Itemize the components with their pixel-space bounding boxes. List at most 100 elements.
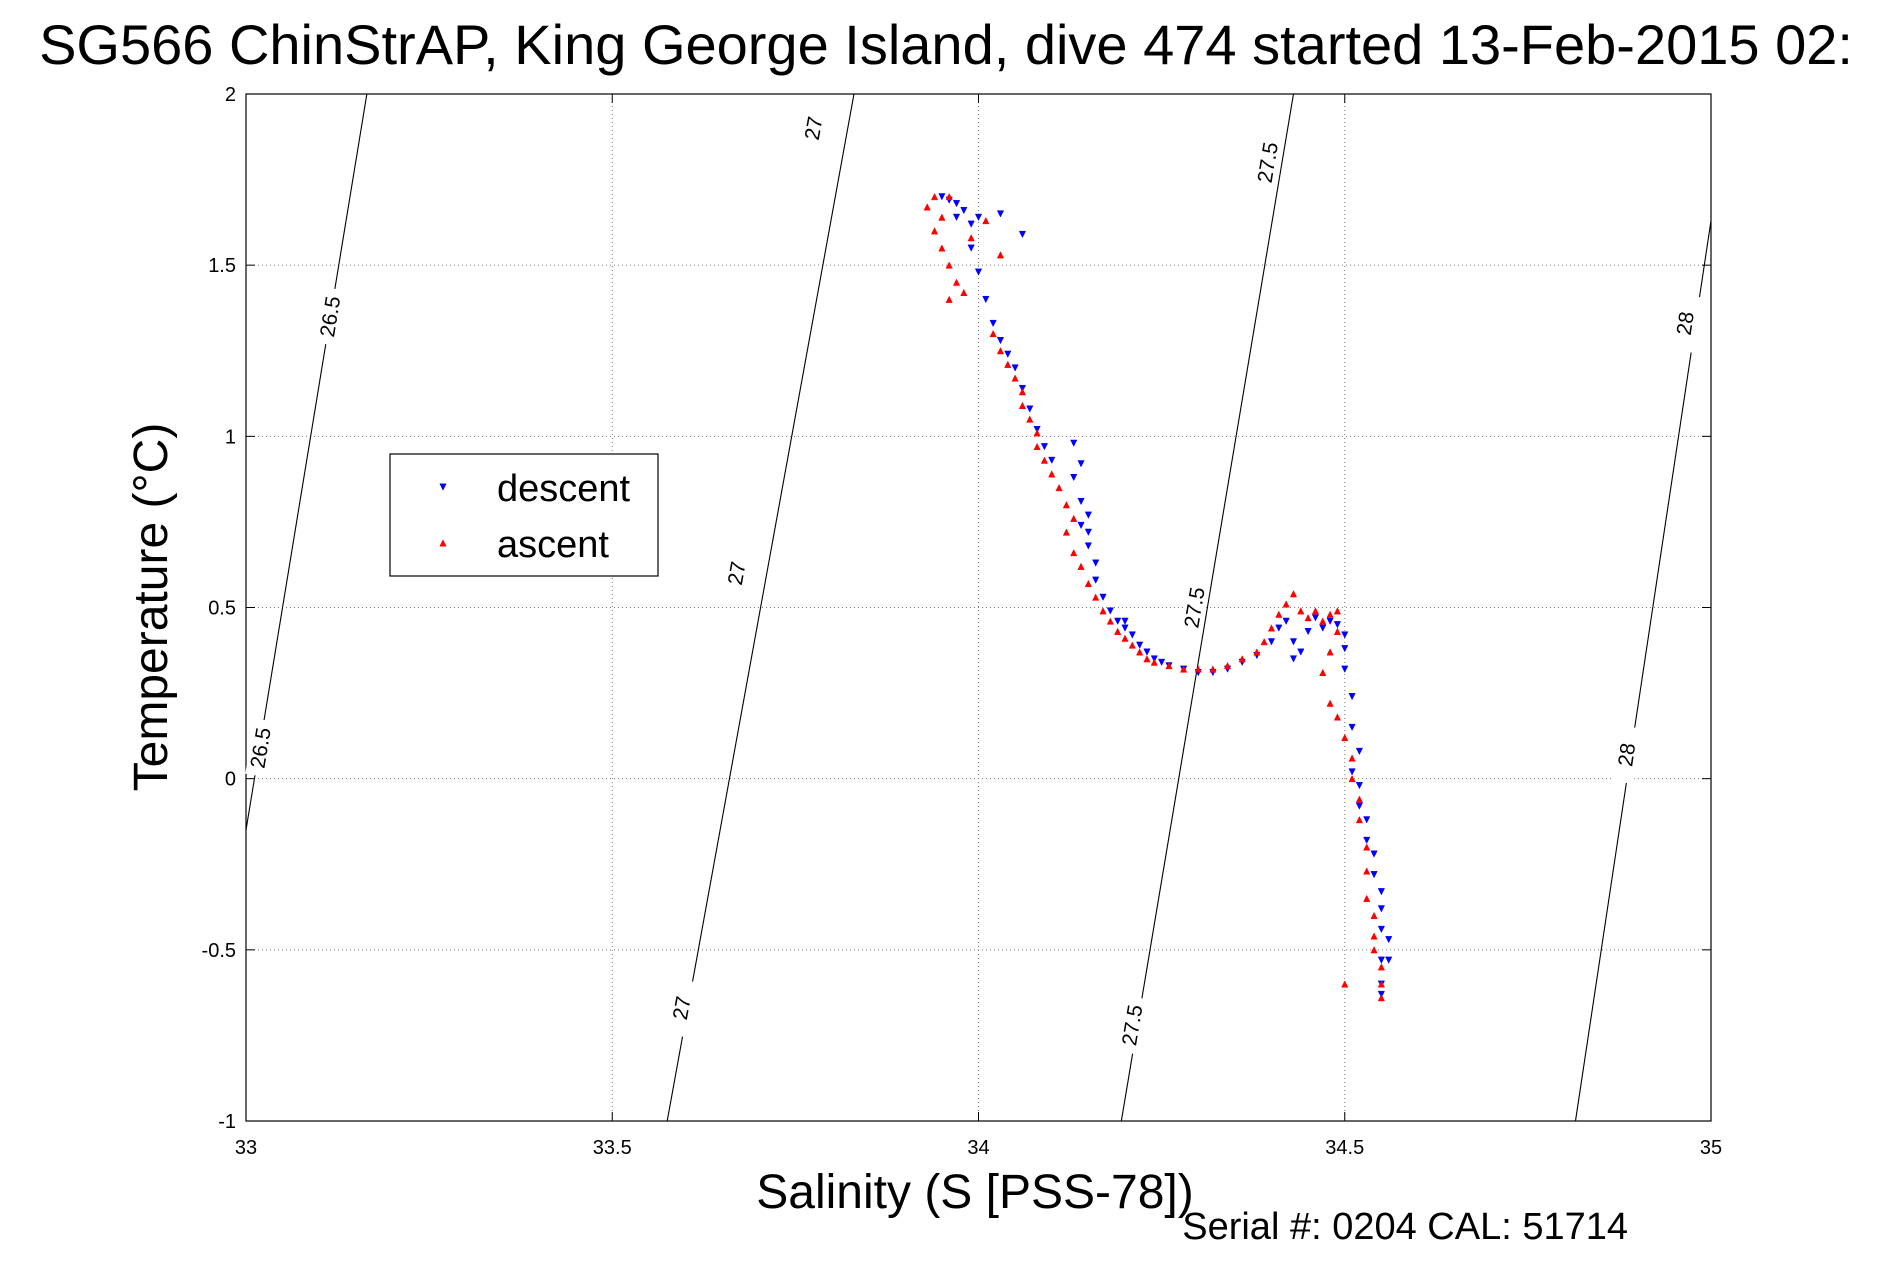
ascent-point [967, 234, 975, 242]
descent-point [1333, 621, 1342, 629]
descent-point [1377, 925, 1385, 934]
ascent-point [1099, 607, 1107, 615]
ascent-point [960, 288, 968, 297]
ascent-point [930, 227, 939, 235]
density-contour-line [1120, 93, 1295, 1122]
y-axis-label: Temperature (°C) [125, 423, 178, 792]
ascent-point [1326, 699, 1334, 707]
ascent-point [1136, 648, 1144, 656]
descent-point [1311, 614, 1320, 622]
ascent-point [1267, 624, 1276, 632]
descent-point [938, 193, 946, 201]
ascent-point [1084, 579, 1092, 587]
ascent-point [1304, 614, 1312, 622]
density-contour-label: 27 [724, 560, 751, 587]
descent-point [1121, 617, 1129, 625]
descent-point [1040, 443, 1049, 451]
legend: descent ascent [389, 453, 659, 577]
ascent-point [1040, 456, 1049, 464]
legend-box [389, 453, 659, 577]
descent-point [982, 295, 990, 304]
legend-marker-ascent [439, 539, 447, 547]
ascent-point [945, 295, 953, 303]
descent-point [1385, 936, 1393, 944]
ascent-point [1341, 733, 1349, 742]
ascent-point [1370, 932, 1378, 940]
ascent-point [1377, 980, 1385, 988]
descent-point [1026, 405, 1034, 413]
grid-layer [246, 94, 1711, 1121]
ascent-point [1062, 501, 1071, 509]
descent-point [1070, 439, 1078, 447]
legend-label-descent: descent [497, 468, 631, 510]
y-tick-label: -1 [218, 1111, 236, 1133]
descent-point [996, 210, 1005, 218]
descent-point [1341, 665, 1349, 673]
ascent-point [945, 192, 953, 201]
descent-point [1011, 364, 1019, 372]
ascent-point [1260, 637, 1268, 646]
ascent-point [1238, 655, 1246, 663]
ascent-point [989, 329, 997, 338]
ascent-point [1348, 754, 1356, 762]
descent-point [1282, 617, 1290, 625]
ascent-point [1370, 911, 1378, 920]
density-contour-label-bg [1116, 995, 1148, 1055]
descent-point [1018, 230, 1027, 239]
descent-point [1370, 871, 1378, 879]
ascent-point [996, 346, 1005, 355]
descent-point [1304, 628, 1312, 636]
descent-point [1377, 888, 1385, 896]
ascent-point [1018, 388, 1027, 396]
ascent-point [1033, 442, 1041, 451]
descent-point [1275, 624, 1283, 632]
density-contour-label-bg [1611, 725, 1642, 785]
descent-point [974, 268, 983, 276]
descent-point [1326, 617, 1334, 625]
x-tick-label: 33 [235, 1137, 257, 1159]
ascent-point [1011, 374, 1019, 382]
chart-title: SG566 ChinStrAP, King George Island, div… [39, 13, 1853, 76]
descent-point [974, 213, 983, 221]
ascent-point [1377, 963, 1385, 971]
density-contour-label-bg [314, 287, 346, 346]
x-tick-label: 35 [1700, 1137, 1722, 1159]
ascent-point [1341, 980, 1349, 988]
density-contour-label-bg [1252, 133, 1284, 192]
ascent-point [1297, 607, 1305, 615]
ascent-point [1004, 360, 1012, 368]
ascent-point [1018, 401, 1027, 409]
ascent-point [1319, 668, 1327, 676]
ascent-point [1363, 867, 1371, 875]
ascent-point [923, 203, 931, 211]
descent-point [1048, 456, 1056, 465]
descent-point [1341, 631, 1349, 639]
ascent-point [1150, 658, 1158, 666]
descent-point [1355, 782, 1364, 790]
descent-point [1084, 528, 1092, 536]
descent-point [952, 213, 961, 221]
density-contour-line [666, 93, 855, 1122]
ascent-point [938, 213, 946, 221]
ascent-point [1370, 946, 1378, 954]
descent-point [1377, 905, 1385, 913]
descent-point [1385, 956, 1393, 964]
descent-point [1289, 655, 1298, 663]
descent-point [1348, 693, 1356, 701]
density-contour-label-bg [720, 543, 753, 603]
descent-point [1092, 559, 1100, 567]
descent-point [1348, 723, 1356, 732]
ascent-point [938, 244, 946, 252]
descent-point [1136, 641, 1144, 649]
descent-point [967, 244, 975, 252]
descent-point [1267, 638, 1276, 646]
ascent-point [1319, 617, 1327, 625]
descent-point [1158, 658, 1166, 667]
footer-serial-cal: Serial #: 0204 CAL: 51714 [1182, 1206, 1628, 1248]
descent-point [952, 200, 961, 208]
descent-point [1114, 617, 1122, 625]
ascent-point [1033, 429, 1041, 437]
ascent-point [1311, 607, 1320, 615]
y-tick-label: -0.5 [202, 940, 236, 962]
